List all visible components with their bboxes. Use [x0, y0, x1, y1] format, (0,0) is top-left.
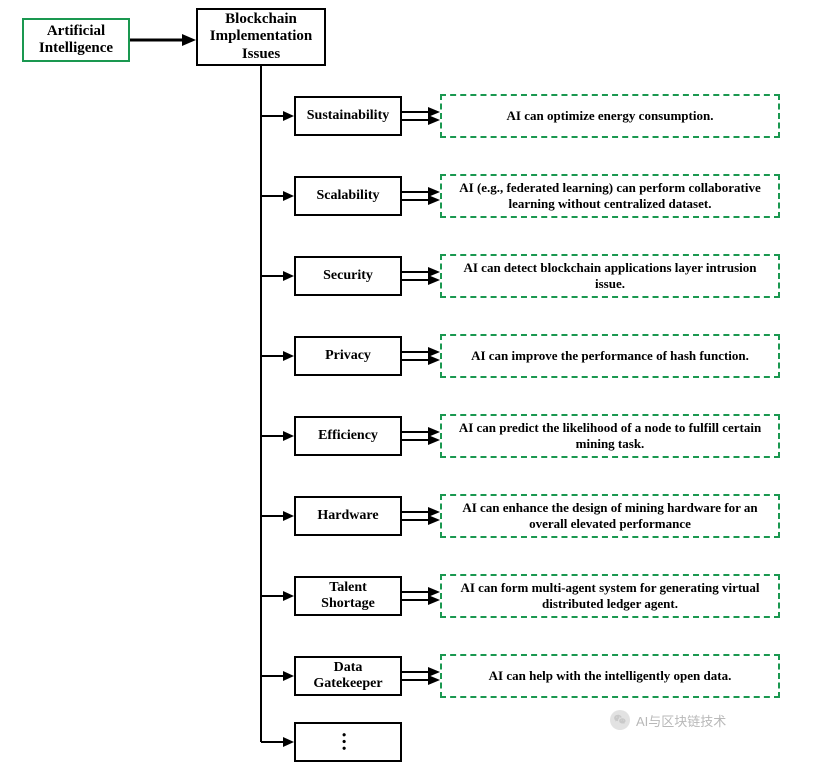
- desc-text: AI can form multi-agent system for gener…: [448, 580, 772, 613]
- desc-box-4: AI can predict the likelihood of a node …: [440, 414, 780, 458]
- issue-label: Efficiency: [318, 428, 378, 444]
- double-arrow-4: [402, 426, 440, 446]
- double-arrow-3: [402, 346, 440, 366]
- ellipsis-box: …: [294, 722, 402, 762]
- desc-text: AI can improve the performance of hash f…: [471, 348, 749, 364]
- ellipsis-dots: …: [337, 731, 360, 753]
- main-blockchain-label: BlockchainImplementationIssues: [210, 11, 313, 63]
- desc-box-3: AI can improve the performance of hash f…: [440, 334, 780, 378]
- issue-box-5: Hardware: [294, 496, 402, 536]
- desc-text: AI can optimize energy consumption.: [507, 108, 714, 124]
- branch-arrow-5: [261, 508, 294, 524]
- branch-arrow-0: [261, 108, 294, 124]
- double-arrow-1: [402, 186, 440, 206]
- branch-arrow-7: [261, 668, 294, 684]
- issue-box-6: TalentShortage: [294, 576, 402, 616]
- arrow-ai-to-blockchain: [130, 32, 196, 52]
- double-arrow-5: [402, 506, 440, 526]
- spine-line: [259, 66, 263, 742]
- issue-box-3: Privacy: [294, 336, 402, 376]
- desc-text: AI can predict the likelihood of a node …: [448, 420, 772, 453]
- root-ai-box: ArtificialIntelligence: [22, 18, 130, 62]
- desc-box-0: AI can optimize energy consumption.: [440, 94, 780, 138]
- double-arrow-6: [402, 586, 440, 606]
- root-ai-label: ArtificialIntelligence: [39, 23, 113, 58]
- issue-box-2: Security: [294, 256, 402, 296]
- issue-label: DataGatekeeper: [313, 660, 382, 692]
- issue-box-0: Sustainability: [294, 96, 402, 136]
- desc-box-2: AI can detect blockchain applications la…: [440, 254, 780, 298]
- issue-label: Scalability: [316, 188, 379, 204]
- issue-label: Sustainability: [307, 108, 389, 124]
- desc-box-6: AI can form multi-agent system for gener…: [440, 574, 780, 618]
- issue-label: Hardware: [317, 508, 378, 524]
- wechat-icon: [610, 710, 630, 730]
- double-arrow-7: [402, 666, 440, 686]
- double-arrow-0: [402, 106, 440, 126]
- branch-arrow-6: [261, 588, 294, 604]
- issue-box-1: Scalability: [294, 176, 402, 216]
- watermark: AI与区块链技术: [610, 710, 726, 730]
- double-arrow-2: [402, 266, 440, 286]
- branch-arrow-3: [261, 348, 294, 364]
- desc-text: AI can help with the intelligently open …: [489, 668, 732, 684]
- desc-text: AI can enhance the design of mining hard…: [448, 500, 772, 533]
- issue-box-7: DataGatekeeper: [294, 656, 402, 696]
- desc-text: AI can detect blockchain applications la…: [448, 260, 772, 293]
- branch-arrow-2: [261, 268, 294, 284]
- desc-text: AI (e.g., federated learning) can perfor…: [448, 180, 772, 213]
- issue-label: TalentShortage: [321, 580, 375, 612]
- issue-label: Privacy: [325, 348, 371, 364]
- issue-box-4: Efficiency: [294, 416, 402, 456]
- desc-box-7: AI can help with the intelligently open …: [440, 654, 780, 698]
- branch-arrow-1: [261, 188, 294, 204]
- desc-box-5: AI can enhance the design of mining hard…: [440, 494, 780, 538]
- desc-box-1: AI (e.g., federated learning) can perfor…: [440, 174, 780, 218]
- main-blockchain-box: BlockchainImplementationIssues: [196, 8, 326, 66]
- watermark-text: AI与区块链技术: [636, 711, 726, 730]
- branch-ellipsis: [261, 734, 294, 750]
- branch-arrow-4: [261, 428, 294, 444]
- issue-label: Security: [323, 268, 373, 284]
